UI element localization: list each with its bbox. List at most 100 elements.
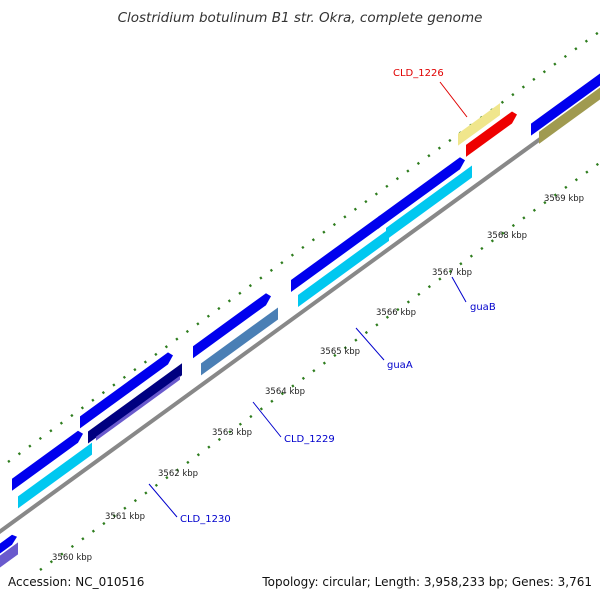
outer-tick xyxy=(154,352,158,357)
outer-tick xyxy=(143,360,147,364)
cds-CLD_1226-highlight xyxy=(466,111,517,157)
outer-tick xyxy=(574,47,578,51)
inner-tick xyxy=(511,223,515,228)
outer-tick xyxy=(175,337,179,341)
outer-tick xyxy=(511,93,515,97)
ruler-label: 3566 kbp xyxy=(376,308,416,318)
inner-tick xyxy=(60,552,64,556)
gene-label: CLD_1229 xyxy=(284,434,335,445)
ruler-label: 3568 kbp xyxy=(487,231,527,241)
outer-tick xyxy=(437,146,441,150)
outer-tick xyxy=(112,383,116,387)
outer-tick xyxy=(353,207,357,211)
inner-tick xyxy=(564,185,568,189)
outer-tick xyxy=(59,421,63,425)
outer-tick xyxy=(49,429,53,433)
inner-tick xyxy=(123,506,127,510)
outer-tick xyxy=(7,459,11,463)
outer-tick xyxy=(542,70,546,74)
outer-tick xyxy=(101,390,105,395)
ruler-label: 3569 kbp xyxy=(544,194,584,204)
gene-leader-line xyxy=(252,401,282,438)
inner-tick xyxy=(322,361,326,365)
inner-tick xyxy=(312,369,316,373)
inner-tick xyxy=(175,468,179,472)
inner-tick xyxy=(417,292,421,296)
inner-tick xyxy=(217,437,221,442)
inner-tick xyxy=(39,567,43,571)
inner-tick xyxy=(133,498,137,503)
inner-tick xyxy=(207,445,211,449)
inner-tick xyxy=(228,430,232,434)
outer-tick xyxy=(311,238,315,242)
outer-tick xyxy=(364,199,368,204)
inner-tick xyxy=(585,170,589,174)
inner-tick xyxy=(259,407,263,411)
outer-tick xyxy=(332,222,336,227)
inner-tick xyxy=(385,315,389,319)
inner-tick xyxy=(112,514,116,518)
inner-tick xyxy=(81,537,85,541)
inner-tick xyxy=(144,491,148,495)
inner-tick xyxy=(501,231,505,235)
inner-tick xyxy=(301,376,305,380)
gene-features xyxy=(0,73,600,568)
inner-tick xyxy=(291,384,295,388)
gene-labels: CLD_1226 guaB guaA CLD_1229 CLD_1230 xyxy=(148,68,496,525)
cds-guaA-start xyxy=(18,442,92,509)
outer-tick xyxy=(448,138,452,143)
ruler-labels: 3560 kbp 3561 kbp 3562 kbp 3563 kbp 3564 kbp… xyxy=(52,194,584,563)
outer-tick xyxy=(269,268,273,272)
inner-tick xyxy=(364,330,368,335)
cds-reverse xyxy=(539,87,600,144)
outer-tick xyxy=(28,444,32,448)
gene-leader-line xyxy=(451,276,467,303)
gene-leader-line xyxy=(355,327,385,361)
outer-tick xyxy=(532,77,536,81)
inner-tick xyxy=(238,422,242,426)
inner-tick xyxy=(249,414,253,419)
inner-tick xyxy=(543,201,547,205)
outer-tick xyxy=(584,39,588,43)
inner-tick xyxy=(165,476,169,480)
map-title: Clostridium botulinum B1 str. Okra, comp… xyxy=(118,10,483,26)
gene-leader-line xyxy=(148,483,178,518)
inner-tick xyxy=(427,285,431,289)
outer-tick xyxy=(500,100,504,104)
inner-tick xyxy=(186,460,190,465)
inner-tick xyxy=(396,307,400,312)
outer-tick xyxy=(553,62,557,66)
outer-tick-ring xyxy=(7,31,599,463)
outer-tick xyxy=(185,329,189,334)
outer-tick xyxy=(248,284,252,288)
ruler-label: 3565 kbp xyxy=(320,347,360,357)
outer-tick xyxy=(595,31,599,36)
ruler-label: 3561 kbp xyxy=(105,512,145,522)
gene-leader-line xyxy=(439,81,468,118)
outer-tick xyxy=(385,184,389,188)
outer-tick xyxy=(122,375,126,379)
outer-tick xyxy=(133,368,137,372)
inner-tick xyxy=(469,254,473,258)
inner-tick xyxy=(522,216,526,220)
outer-tick xyxy=(91,398,95,402)
inner-tick xyxy=(91,529,95,533)
outer-tick xyxy=(259,276,263,280)
outer-tick xyxy=(563,54,567,59)
outer-tick xyxy=(80,406,84,410)
gene-label: CLD_1230 xyxy=(180,514,231,525)
outer-tick xyxy=(38,436,42,441)
inner-tick xyxy=(595,162,599,167)
outer-tick xyxy=(206,314,210,318)
inner-tick xyxy=(459,262,463,266)
cds-guaA xyxy=(298,228,389,307)
inner-tick xyxy=(196,453,200,457)
cds-CLD_1230-band xyxy=(96,375,180,441)
ruler-label: 3564 kbp xyxy=(265,387,305,397)
cds-forward xyxy=(0,534,17,554)
outer-tick xyxy=(238,291,242,295)
cds-CLD_1229 xyxy=(201,307,278,376)
inner-tick xyxy=(154,483,158,487)
outer-tick xyxy=(374,192,378,196)
